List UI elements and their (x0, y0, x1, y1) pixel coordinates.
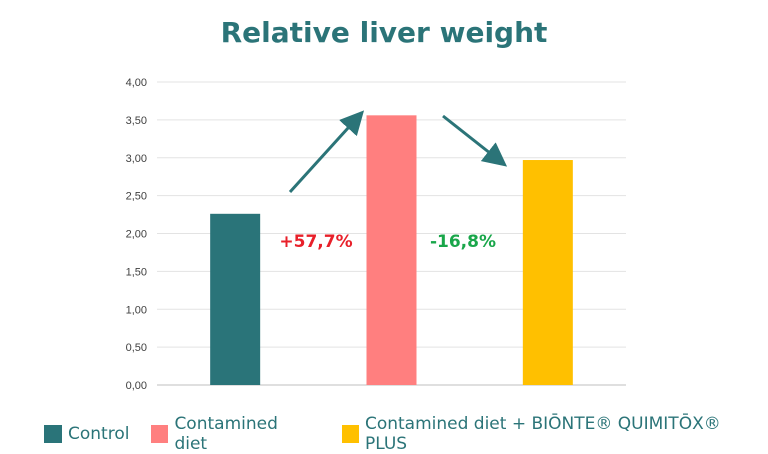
y-tick-label: 0,00 (126, 380, 147, 392)
legend-item-contamined-diet: Contamined diet (151, 414, 307, 454)
bar-0 (210, 213, 261, 385)
legend-label: Control (68, 424, 130, 444)
chart-title: Relative liver weight (220, 16, 548, 49)
legend-swatch (341, 425, 359, 443)
bar-1 (366, 115, 417, 385)
chart-legend: Control Contamined diet Contamined diet … (44, 414, 768, 454)
legend-item-contamined-diet-bionte: Contamined diet + BIŌNTE® QUIMITŌX® PLUS (341, 414, 746, 454)
y-tick-label: 3,50 (126, 115, 147, 127)
increase-annotation: +57,7% (279, 232, 352, 252)
bar-2 (522, 160, 573, 385)
y-tick-label: 0,50 (126, 342, 147, 354)
y-tick-label: 2,50 (126, 191, 147, 203)
legend-item-control: Control (44, 424, 129, 444)
legend-label: Contamined diet (174, 414, 278, 454)
y-tick-label: 1,50 (126, 266, 147, 278)
y-tick-label: 4,00 (126, 77, 147, 89)
legend-swatch (151, 425, 169, 443)
decrease-arrow-icon (442, 114, 508, 167)
bar-chart: 0,00 0,50 1,00 1,50 2,00 2,50 3,00 3,50 4,00 +57… (126, 77, 626, 392)
y-tick-label: 2,00 (126, 229, 147, 241)
decrease-annotation: -16,8% (430, 232, 496, 252)
legend-label: Contamined diet + BIŌNTE® QUIMITŌX® PLUS (364, 414, 721, 454)
y-tick-label: 3,00 (126, 153, 147, 165)
increase-arrow-icon (288, 110, 365, 194)
y-tick-label: 1,00 (126, 304, 147, 316)
legend-swatch (44, 425, 62, 443)
